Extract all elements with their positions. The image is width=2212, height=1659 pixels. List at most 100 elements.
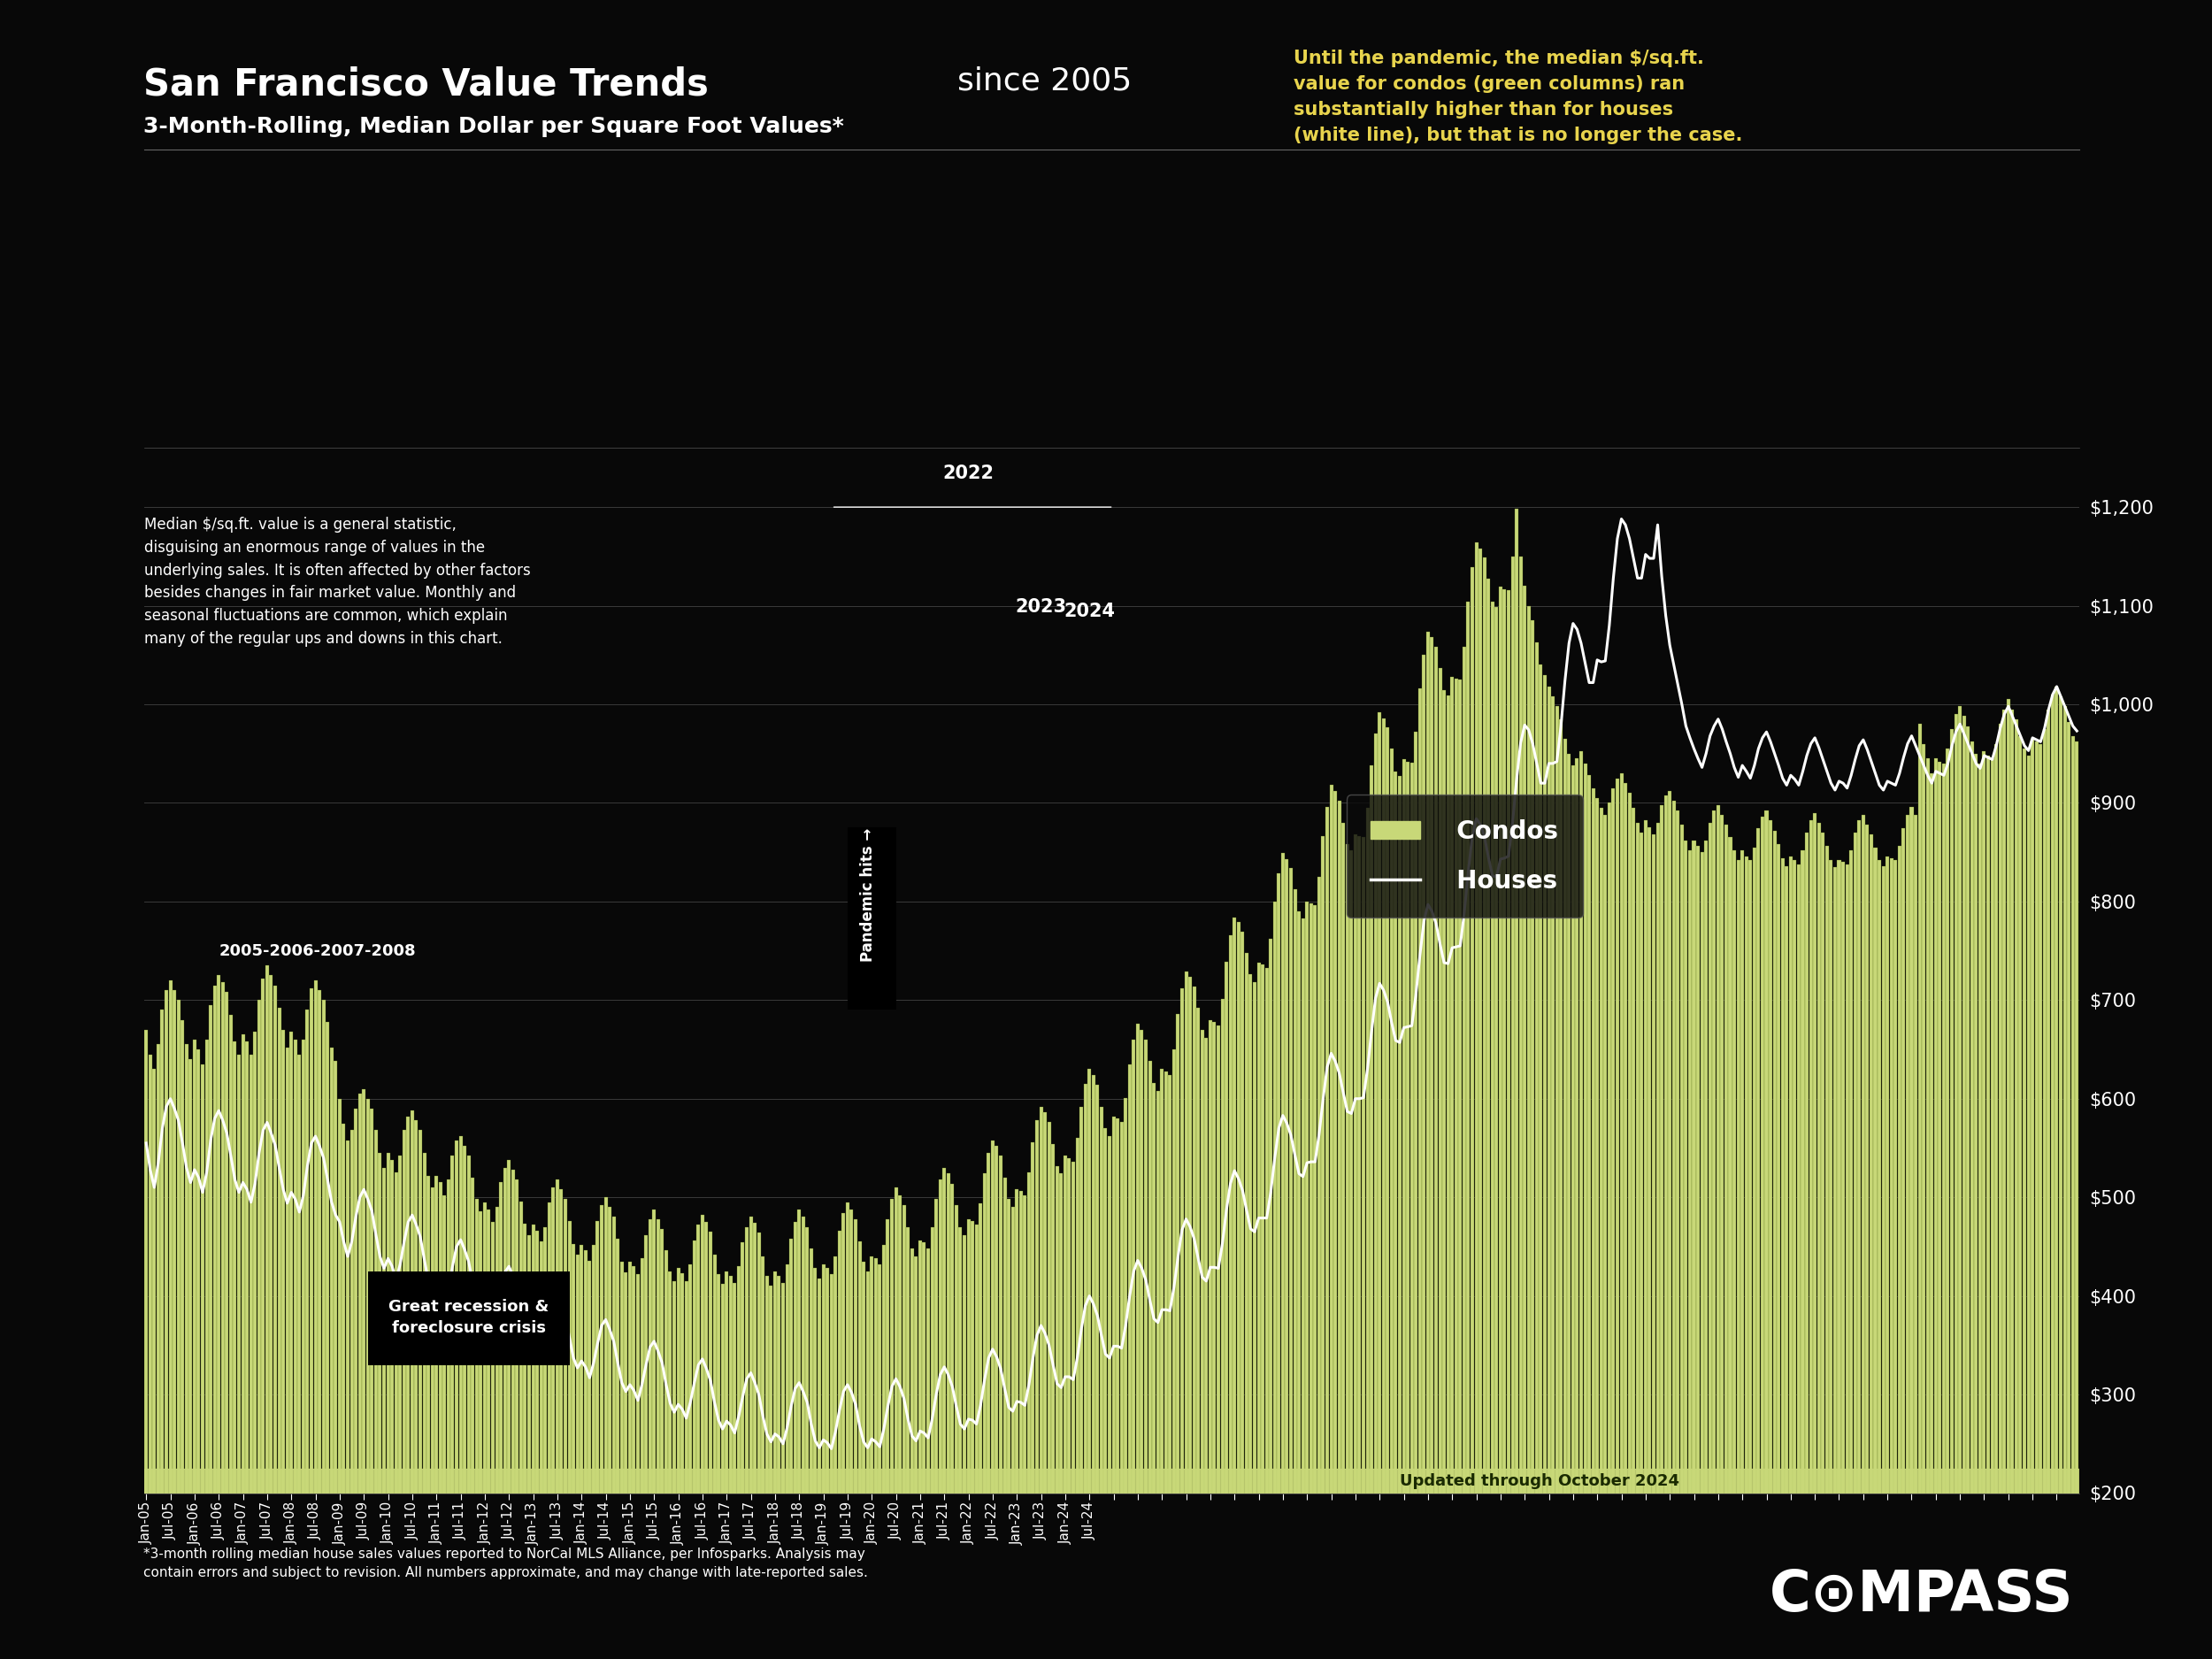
Bar bbox=[1628, 793, 1630, 1493]
Bar bbox=[1133, 1040, 1135, 1493]
Bar bbox=[1365, 808, 1369, 1493]
Bar bbox=[1442, 690, 1447, 1493]
Bar bbox=[1922, 743, 1924, 1493]
Bar bbox=[1000, 1156, 1002, 1493]
Bar bbox=[971, 1221, 973, 1493]
Bar bbox=[794, 1223, 796, 1493]
Bar bbox=[1975, 753, 1978, 1493]
Bar bbox=[434, 1176, 438, 1493]
Bar bbox=[462, 1146, 467, 1493]
Bar bbox=[1051, 1145, 1055, 1493]
Bar bbox=[1035, 1120, 1040, 1493]
Bar bbox=[1451, 677, 1453, 1493]
Bar bbox=[628, 1261, 633, 1493]
Bar bbox=[661, 1229, 664, 1493]
Bar bbox=[1458, 680, 1462, 1493]
Bar bbox=[883, 1244, 885, 1493]
Bar bbox=[1604, 815, 1608, 1493]
Bar bbox=[818, 1277, 821, 1493]
Bar bbox=[1447, 695, 1449, 1493]
Bar bbox=[1228, 936, 1232, 1493]
Bar bbox=[1893, 859, 1898, 1493]
Bar bbox=[438, 1183, 442, 1493]
Bar bbox=[2075, 742, 2079, 1493]
Bar bbox=[1192, 987, 1197, 1493]
Bar bbox=[418, 1130, 422, 1493]
Bar bbox=[648, 1219, 653, 1493]
Bar bbox=[257, 1000, 261, 1493]
Bar bbox=[476, 1199, 478, 1493]
Bar bbox=[1732, 849, 1736, 1493]
Bar bbox=[692, 1241, 697, 1493]
Bar bbox=[1095, 1085, 1099, 1493]
Bar bbox=[732, 1282, 737, 1493]
Bar bbox=[1858, 821, 1860, 1493]
Text: Pandemic hits →: Pandemic hits → bbox=[860, 828, 876, 961]
Bar bbox=[1796, 864, 1801, 1493]
Bar bbox=[774, 1271, 776, 1493]
Bar bbox=[726, 1271, 728, 1493]
Bar bbox=[301, 1040, 305, 1493]
Bar bbox=[549, 1203, 551, 1493]
Bar bbox=[1865, 825, 1869, 1493]
Bar bbox=[1394, 771, 1398, 1493]
Bar bbox=[1152, 1083, 1155, 1493]
Bar bbox=[958, 1228, 962, 1493]
Bar bbox=[1575, 758, 1579, 1493]
Bar bbox=[858, 1241, 860, 1493]
Bar bbox=[1285, 859, 1290, 1493]
Bar bbox=[987, 1153, 991, 1493]
Bar bbox=[834, 1256, 836, 1493]
Bar bbox=[684, 1281, 688, 1493]
Bar bbox=[265, 966, 270, 1493]
Bar bbox=[1697, 846, 1699, 1493]
Bar bbox=[604, 1198, 608, 1493]
Bar bbox=[588, 1261, 591, 1493]
Bar bbox=[1261, 964, 1265, 1493]
Bar bbox=[1564, 738, 1566, 1493]
Bar bbox=[1137, 1024, 1139, 1493]
Bar bbox=[1672, 801, 1674, 1493]
Bar bbox=[1349, 849, 1354, 1493]
Bar bbox=[1272, 901, 1276, 1493]
Bar bbox=[902, 1204, 905, 1493]
Bar bbox=[1559, 718, 1562, 1493]
Bar bbox=[1511, 556, 1515, 1493]
Bar bbox=[1794, 859, 1796, 1493]
Bar bbox=[246, 1042, 248, 1493]
Bar bbox=[1433, 647, 1438, 1493]
Bar bbox=[1882, 866, 1885, 1493]
Bar bbox=[367, 1098, 369, 1493]
Bar bbox=[1599, 808, 1604, 1493]
Bar bbox=[2055, 687, 2059, 1493]
Bar bbox=[1878, 859, 1880, 1493]
Bar bbox=[208, 1005, 212, 1493]
Bar bbox=[374, 1130, 378, 1493]
Bar bbox=[354, 1108, 358, 1493]
Bar bbox=[241, 1035, 246, 1493]
Bar bbox=[2031, 738, 2035, 1493]
Bar bbox=[1814, 813, 1816, 1493]
Bar bbox=[1354, 834, 1358, 1493]
Bar bbox=[1595, 798, 1599, 1493]
Bar bbox=[1345, 844, 1349, 1493]
Bar bbox=[776, 1276, 781, 1493]
Bar bbox=[2006, 700, 2011, 1493]
Bar bbox=[1181, 989, 1183, 1493]
Bar bbox=[173, 990, 177, 1493]
Bar bbox=[1290, 868, 1292, 1493]
Bar bbox=[495, 1208, 498, 1493]
Bar bbox=[757, 1233, 761, 1493]
Bar bbox=[237, 1055, 241, 1493]
Bar bbox=[805, 1228, 810, 1493]
Bar bbox=[201, 1063, 204, 1493]
Bar bbox=[310, 989, 314, 1493]
Bar bbox=[551, 1188, 555, 1493]
Bar bbox=[1520, 556, 1522, 1493]
Bar bbox=[1026, 1173, 1031, 1493]
Bar bbox=[1310, 904, 1312, 1493]
Bar bbox=[2066, 722, 2070, 1493]
Bar bbox=[1217, 1025, 1221, 1493]
Bar bbox=[1535, 642, 1540, 1493]
Bar bbox=[1590, 788, 1595, 1493]
